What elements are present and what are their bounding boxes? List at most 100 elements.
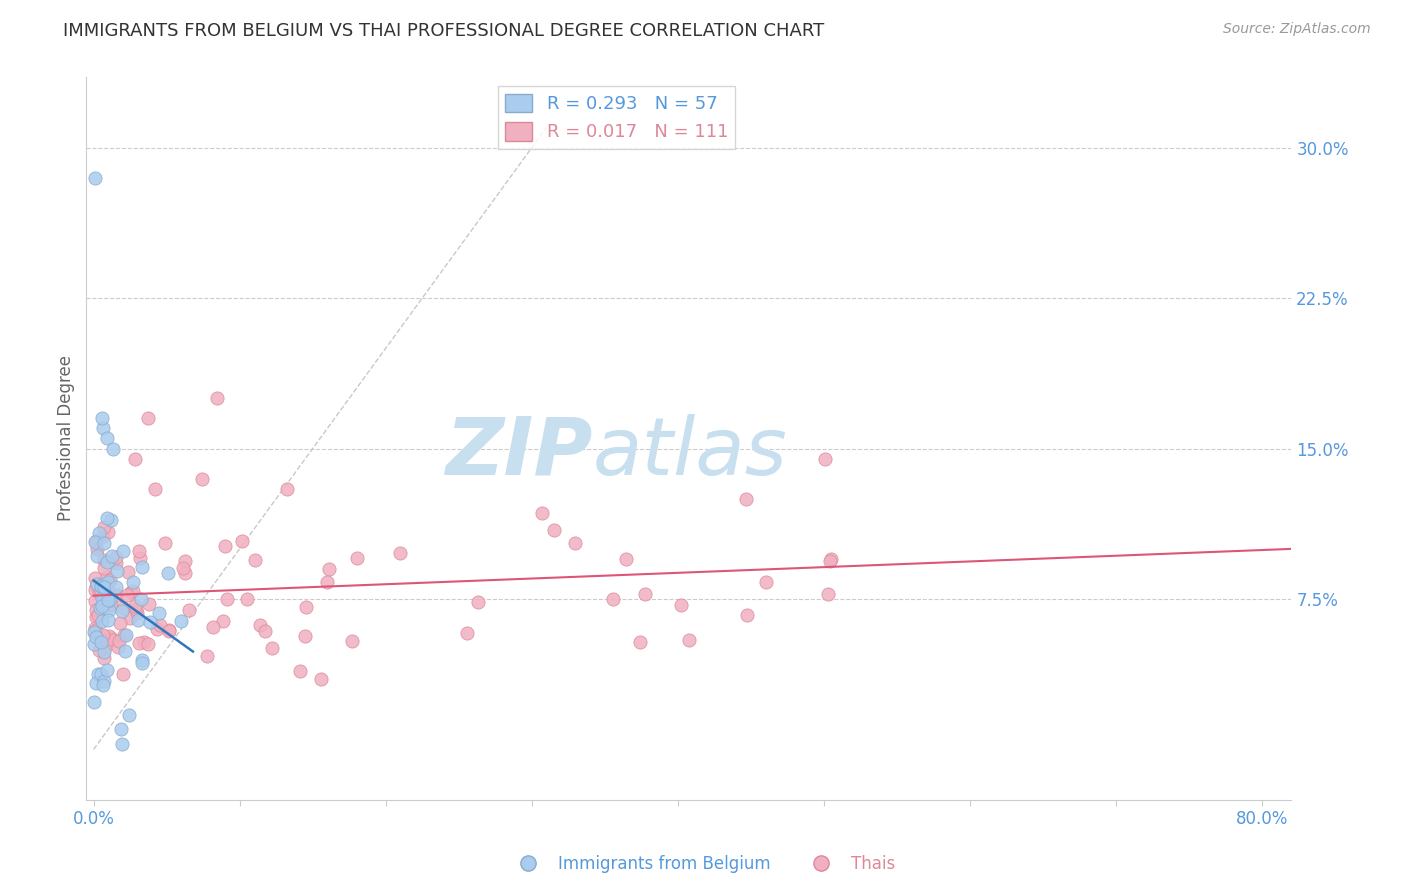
Point [87, 607, 110, 622]
Point [93, 552, 115, 566]
Point [735, 607, 758, 622]
Point [84, 170, 107, 185]
Point [84, 630, 107, 644]
Point [107, 640, 129, 655]
Point [93, 582, 115, 596]
Point [122, 574, 145, 589]
Point [98, 593, 121, 607]
Point [86, 623, 108, 637]
Point [90, 635, 112, 649]
Point [114, 643, 136, 657]
Point [124, 599, 146, 614]
Point [231, 533, 253, 548]
Point [96, 570, 118, 584]
Point [104, 549, 127, 564]
Point [91, 678, 114, 692]
Point [83, 637, 105, 651]
Point [148, 606, 170, 620]
Point [97, 575, 120, 590]
Point [138, 597, 160, 611]
Point [100, 599, 122, 613]
Point [91, 591, 114, 606]
Point [84, 579, 107, 593]
Point [125, 606, 148, 620]
Text: IMMIGRANTS FROM BELGIUM VS THAI PROFESSIONAL DEGREE CORRELATION CHART: IMMIGRANTS FROM BELGIUM VS THAI PROFESSI… [63, 22, 824, 40]
Point [107, 588, 129, 602]
Point [117, 708, 139, 723]
Point [86, 676, 108, 690]
Point [127, 613, 149, 627]
Point [205, 392, 228, 406]
Point [214, 539, 236, 553]
Point [754, 575, 776, 590]
Point [84, 570, 107, 584]
Point [84, 533, 107, 548]
Point [346, 551, 368, 566]
Point [111, 600, 134, 615]
Point [276, 482, 298, 496]
Point [253, 624, 276, 638]
Point [157, 623, 180, 637]
Point [124, 451, 146, 466]
Point [97, 592, 120, 607]
Point [90, 667, 112, 681]
Point [174, 566, 197, 580]
Point [735, 491, 758, 506]
Point [93, 645, 115, 659]
Point [191, 472, 214, 486]
Point [84, 626, 107, 640]
Point [87, 643, 110, 657]
Point [139, 615, 162, 629]
Point [125, 602, 148, 616]
Point [159, 624, 181, 638]
Point [121, 584, 143, 599]
Point [217, 591, 239, 606]
Legend: R = 0.293   N = 57, R = 0.017   N = 111: R = 0.293 N = 57, R = 0.017 N = 111 [498, 87, 735, 149]
Point [146, 622, 169, 636]
Point [111, 737, 134, 751]
Point [678, 633, 700, 648]
Point [389, 546, 412, 560]
Point [84, 621, 107, 635]
Y-axis label: Professional Degree: Professional Degree [58, 356, 75, 522]
Point [104, 556, 127, 570]
Point [117, 588, 139, 602]
Point [128, 543, 150, 558]
Point [153, 536, 176, 550]
Point [131, 656, 153, 670]
Point [110, 722, 132, 736]
Point [117, 565, 139, 579]
Point [456, 625, 478, 640]
Point [669, 598, 692, 612]
Point [602, 591, 624, 606]
Point [101, 632, 124, 647]
Point [84, 610, 107, 624]
Point [100, 631, 122, 645]
Point [111, 604, 134, 618]
Point [86, 603, 108, 617]
Point [111, 543, 134, 558]
Point [249, 617, 271, 632]
Point [84, 594, 107, 608]
Point [817, 587, 839, 601]
Point [89, 526, 111, 541]
Point [814, 451, 837, 466]
Point [84, 534, 107, 549]
Point [100, 513, 122, 527]
Point [170, 614, 193, 628]
Point [94, 640, 117, 654]
Point [90, 584, 112, 599]
Point [96, 555, 118, 569]
Point [112, 627, 135, 641]
Point [128, 636, 150, 650]
Point [243, 552, 266, 566]
Point [129, 551, 152, 566]
Point [195, 648, 218, 663]
Point [93, 674, 115, 689]
Point [318, 562, 340, 576]
Point [143, 482, 166, 496]
Point [98, 586, 121, 600]
Point [104, 580, 127, 594]
Point [84, 583, 107, 598]
Point [83, 624, 105, 639]
